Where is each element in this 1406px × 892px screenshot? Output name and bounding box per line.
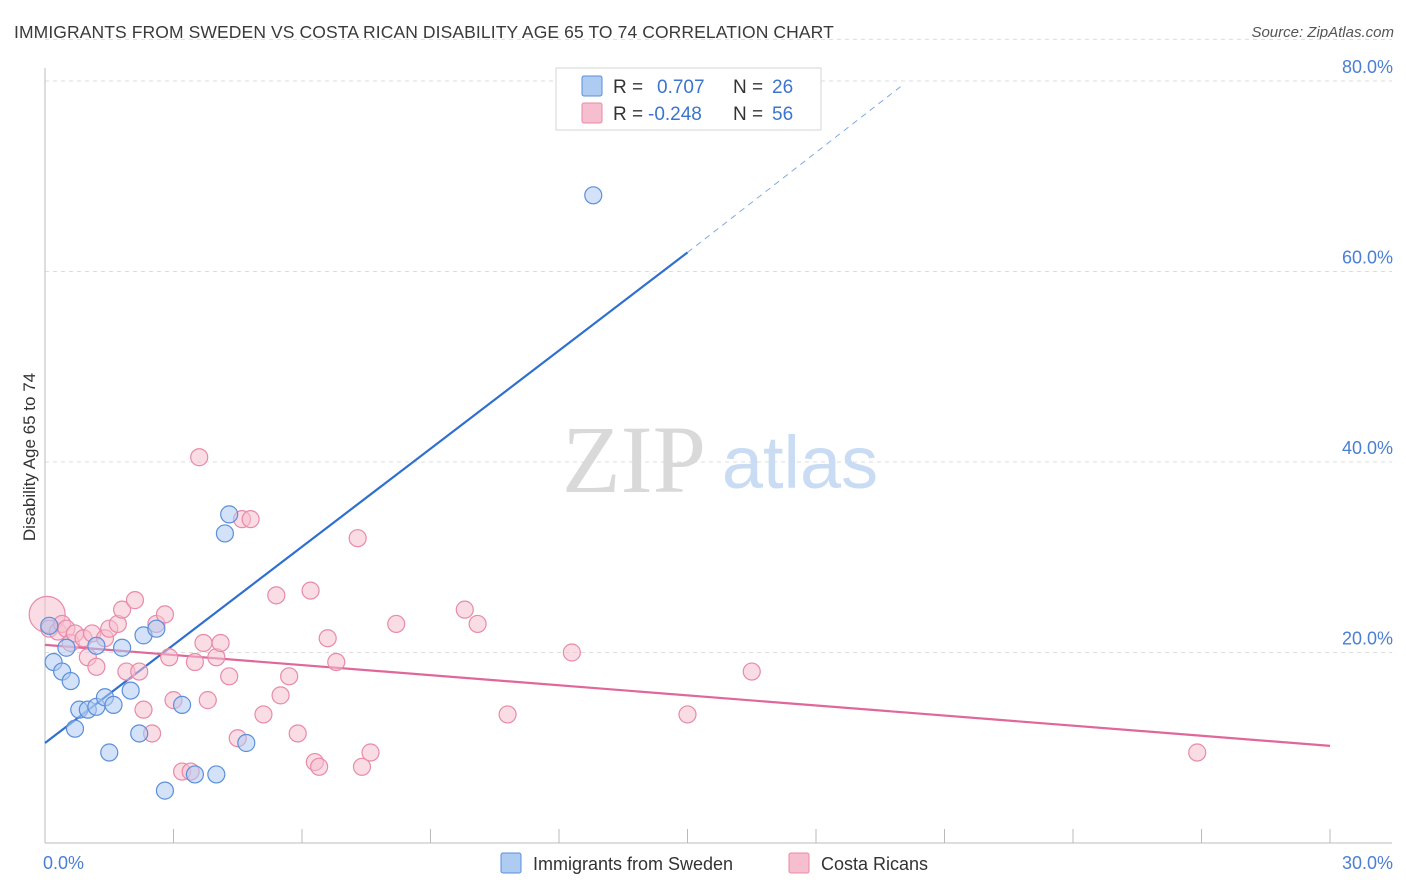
legend-swatch-sweden [581,75,603,97]
point-sweden [584,186,603,205]
point-sweden [130,724,149,743]
point-costa-rican [254,705,273,724]
y-tick-label: 80.0% [1342,57,1393,77]
gridlines [45,38,1392,653]
point-costa-rican [361,743,380,762]
point-costa-rican [160,648,179,667]
point-costa-rican [198,691,217,710]
point-costa-rican [267,586,286,605]
axes [44,68,1392,844]
point-costa-rican [468,614,487,634]
point-sweden [155,781,175,800]
point-costa-rican [352,757,372,776]
watermark: ZIP atlas [562,406,878,513]
point-sweden [100,743,119,762]
y-tick-label: 40.0% [1342,438,1393,458]
point-costa-rican [348,529,367,548]
legend-swatch-costa-ricans [581,102,603,124]
point-costa-rican [742,662,761,681]
point-sweden [220,505,239,524]
point-sweden [185,765,205,784]
point-costa-rican [211,633,230,653]
data-points [28,186,1207,800]
series-legend-swatch-sweden [500,852,522,874]
point-costa-rican [498,705,517,724]
point-costa-rican [455,600,474,619]
point-costa-rican [271,686,290,705]
axis-labels: 20.0% 40.0% 60.0% 80.0% 0.0% 30.0% Disability … [20,57,1393,873]
legend-n-label-costa-ricans: N = [733,104,763,125]
source-label: Source: ZipAtlas.com [1251,24,1394,41]
point-costa-rican [185,652,205,672]
x-tick-label-right: 30.0% [1342,853,1393,873]
point-sweden [112,638,132,657]
point-costa-rican [387,614,406,634]
point-sweden [147,619,166,638]
trend-line-sweden-extension [687,85,902,253]
point-costa-rican [288,724,307,743]
legend-n-label-sweden: N = [733,77,763,98]
point-costa-rican [678,705,697,724]
legend-r-value-sweden: 0.707 [657,77,705,98]
legend-r-value-costa-ricans: -0.248 [648,104,702,125]
point-sweden [61,671,80,691]
point-costa-rican [87,657,106,676]
point-costa-rican [301,581,320,600]
point-costa-rican [1188,743,1207,762]
point-costa-rican [318,629,337,648]
point-costa-rican [327,652,346,672]
trend-lines [44,85,1331,747]
point-sweden [172,695,192,714]
point-sweden [87,636,106,655]
point-costa-rican [280,667,299,686]
y-tick-label: 60.0% [1342,248,1393,268]
chart-title: IMMIGRANTS FROM SWEDEN VS COSTA RICAN DI… [14,22,834,42]
watermark-atlas: atlas [722,421,878,504]
point-sweden [207,765,226,784]
series-legend-label-costa-ricans: Costa Ricans [821,854,928,874]
point-sweden [104,695,123,714]
point-costa-rican [241,510,260,529]
y-tick-label: 20.0% [1342,629,1393,649]
point-costa-rican [310,757,329,776]
trend-line-costa-ricans [44,643,1331,747]
point-sweden [121,681,140,700]
point-costa-rican [134,700,153,719]
point-costa-rican [112,600,132,619]
point-costa-rican [562,643,581,662]
x-tick-label-left: 0.0% [43,853,84,873]
legend-n-value-sweden: 26 [772,77,793,98]
y-axis-label: Disability Age 65 to 74 [20,373,39,541]
legend-r-label-costa-ricans: R = [613,104,643,125]
point-sweden [65,719,85,738]
point-costa-rican [130,662,149,681]
series-legend: Immigrants from Sweden Costa Ricans [500,852,928,874]
legend-n-value-costa-ricans: 56 [772,104,793,125]
point-sweden [237,733,256,753]
trend-line-sweden [44,251,689,744]
point-costa-rican [190,448,209,467]
point-costa-rican [220,667,239,686]
point-sweden [57,638,76,657]
point-costa-rican [155,605,175,624]
stats-legend: R = 0.707 N = 26 R = -0.248 N = 56 [555,67,822,131]
point-costa-rican [125,591,145,610]
watermark-zip: ZIP [562,406,706,513]
legend-r-label-sweden: R = [613,77,643,98]
point-sweden [40,616,59,635]
point-sweden [215,524,234,543]
series-legend-label-sweden: Immigrants from Sweden [533,854,733,874]
series-legend-swatch-costa-ricans [788,852,810,874]
point-costa-rican [194,633,213,653]
